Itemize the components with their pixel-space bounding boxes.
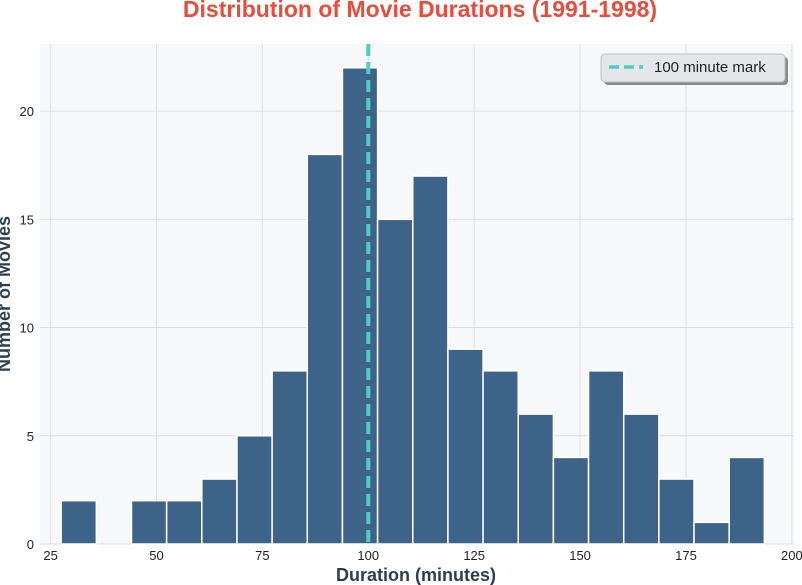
histogram-bar (552, 456, 590, 545)
histogram-bar (60, 499, 98, 545)
x-tick-label: 200 (781, 548, 802, 563)
histogram-bar (517, 413, 555, 545)
x-tick-label: 175 (675, 548, 697, 563)
legend-box (600, 53, 786, 83)
histogram-bar (622, 413, 660, 545)
histogram-bar (482, 370, 519, 545)
histogram-bar (693, 521, 730, 545)
histogram-bar (201, 478, 238, 545)
histogram-bar (306, 153, 344, 545)
x-tick-label: 75 (255, 548, 269, 563)
y-tick-label: 15 (20, 212, 34, 227)
legend: 100 minute mark (600, 53, 788, 85)
y-tick-label: 5 (27, 429, 34, 444)
histogram-bar (130, 499, 168, 545)
y-tick-label: 20 (20, 104, 34, 119)
histogram-bar (376, 218, 414, 545)
histogram-bar (728, 456, 766, 545)
x-tick-label: 100 (357, 548, 379, 563)
x-tick-label: 50 (149, 548, 163, 563)
x-tick-label: 150 (569, 548, 591, 563)
histogram-bar (341, 67, 379, 545)
legend-label: 100 minute mark (654, 59, 766, 76)
histogram-bar (658, 478, 695, 545)
axis-ticks: 25 50 75 100 125 150 175 200 0 5 10 15 20 (20, 104, 802, 563)
y-axis-label: Number of Movies (0, 216, 14, 372)
x-tick-label: 125 (463, 548, 485, 563)
x-axis-label: Duration (minutes) (336, 565, 496, 585)
histogram-bars (60, 67, 766, 545)
x-tick-label: 25 (43, 548, 57, 563)
histogram-bar (271, 370, 309, 545)
histogram-bar (412, 175, 449, 545)
histogram-bar (165, 499, 203, 545)
histogram-bar (236, 435, 273, 545)
y-tick-label: 0 (27, 537, 34, 552)
histogram-bar (447, 348, 484, 545)
histogram-bar (587, 370, 625, 545)
chart-title: Distribution of Movie Durations (1991-19… (183, 0, 657, 22)
y-tick-label: 10 (20, 321, 34, 336)
